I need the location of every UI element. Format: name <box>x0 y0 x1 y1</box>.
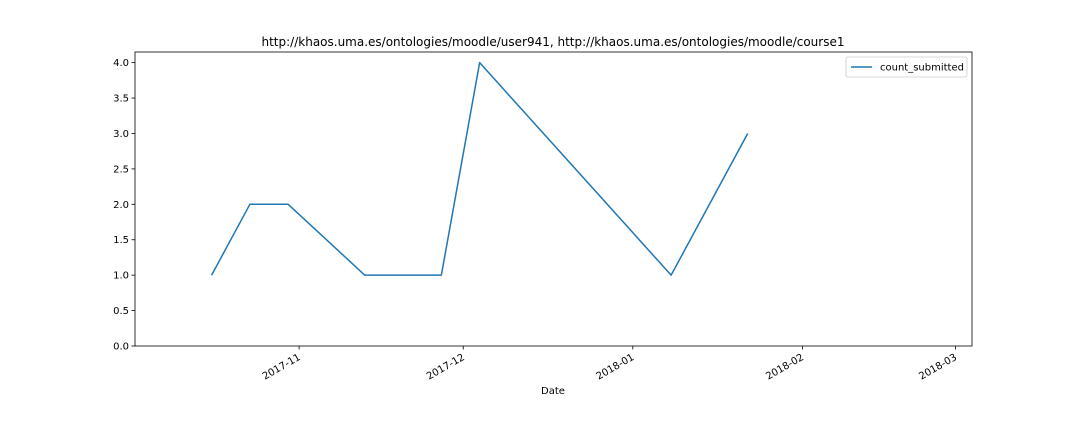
x-axis: 2017-11 2017-12 2018-01 2018-02 2018-03 <box>261 346 959 382</box>
x-tick-label: 2018-02 <box>764 352 806 382</box>
legend: count_submitted <box>845 56 968 78</box>
y-tick-label: 2.5 <box>113 164 129 175</box>
y-tick-label: 2.0 <box>113 200 129 211</box>
series-line-count_submitted <box>210 61 749 276</box>
y-tick-label: 4.0 <box>113 58 129 69</box>
legend-label: count_submitted <box>880 63 964 74</box>
plot-frame <box>134 51 973 347</box>
legend-box <box>845 56 968 78</box>
x-tick-label: 2018-03 <box>917 352 959 382</box>
chart-title: http://khaos.uma.es/ontologies/moodle/us… <box>262 35 845 49</box>
series-group <box>210 61 749 276</box>
y-tick-label: 1.0 <box>113 271 129 282</box>
y-tick-label: 3.0 <box>113 129 129 140</box>
x-tick-label: 2017-11 <box>261 352 303 382</box>
x-tick-label: 2018-01 <box>595 352 637 382</box>
y-tick-label: 0.0 <box>113 342 129 353</box>
y-tick-label: 0.5 <box>113 306 129 317</box>
y-tick-label: 3.5 <box>113 94 129 105</box>
y-axis: 0.0 0.5 1.0 1.5 2.0 2.5 3.0 3.5 4.0 <box>113 58 135 353</box>
x-tick-label: 2017-12 <box>425 352 467 382</box>
x-axis-label: Date <box>541 386 565 397</box>
y-tick-label: 1.5 <box>113 235 129 246</box>
